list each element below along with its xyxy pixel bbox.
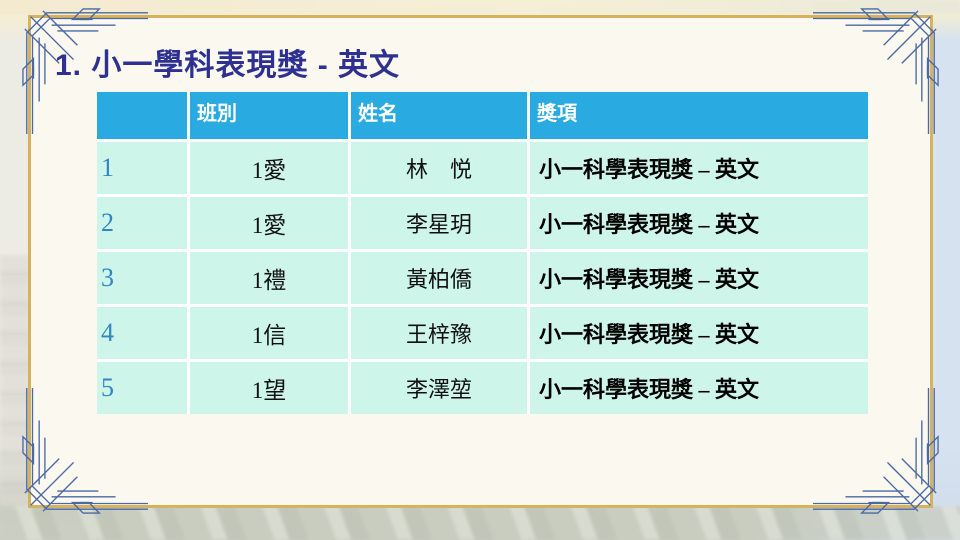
row-1-student-name: 林 悦 bbox=[351, 142, 527, 194]
table-header-姓名: 姓名 bbox=[351, 92, 527, 139]
row-3-number: 3 bbox=[97, 252, 187, 304]
slide-title: 1. 小一學科表現獎 - 英文 bbox=[55, 49, 401, 82]
row-2-student-name: 李星玥 bbox=[351, 197, 527, 249]
row-3-class: 1禮 bbox=[190, 252, 348, 304]
row-4-number: 4 bbox=[97, 307, 187, 359]
row-3-award: 小一科學表現獎 – 英文 bbox=[530, 252, 868, 304]
row-1-award: 小一科學表現獎 – 英文 bbox=[530, 142, 868, 194]
row-4-award: 小一科學表現獎 – 英文 bbox=[530, 307, 868, 359]
background-photo-bottom bbox=[0, 506, 960, 540]
row-5-award: 小一科學表現獎 – 英文 bbox=[530, 362, 868, 414]
row-2-class: 1愛 bbox=[190, 197, 348, 249]
row-1-number: 1 bbox=[97, 142, 187, 194]
row-3-student-name: 黃柏僑 bbox=[351, 252, 527, 304]
row-4-student-name: 王梓豫 bbox=[351, 307, 527, 359]
row-4-class: 1信 bbox=[190, 307, 348, 359]
row-2-number: 2 bbox=[97, 197, 187, 249]
table-header-班別: 班別 bbox=[190, 92, 348, 139]
background-photo-top bbox=[0, 0, 960, 14]
table-header-index bbox=[97, 92, 187, 139]
row-1-class: 1愛 bbox=[190, 142, 348, 194]
row-5-number: 5 bbox=[97, 362, 187, 414]
awards-table: 班別 姓名 獎項 1 1愛林 悦小一科學表現獎 – 英文 2 1愛 李星玥 小一科學表現獎 – … bbox=[97, 92, 868, 414]
row-5-student-name: 李澤堃 bbox=[351, 362, 527, 414]
table-header-獎項: 獎項 bbox=[530, 92, 868, 139]
row-5-class: 1望 bbox=[190, 362, 348, 414]
row-2-award: 小一科學表現獎 – 英文 bbox=[530, 197, 868, 249]
